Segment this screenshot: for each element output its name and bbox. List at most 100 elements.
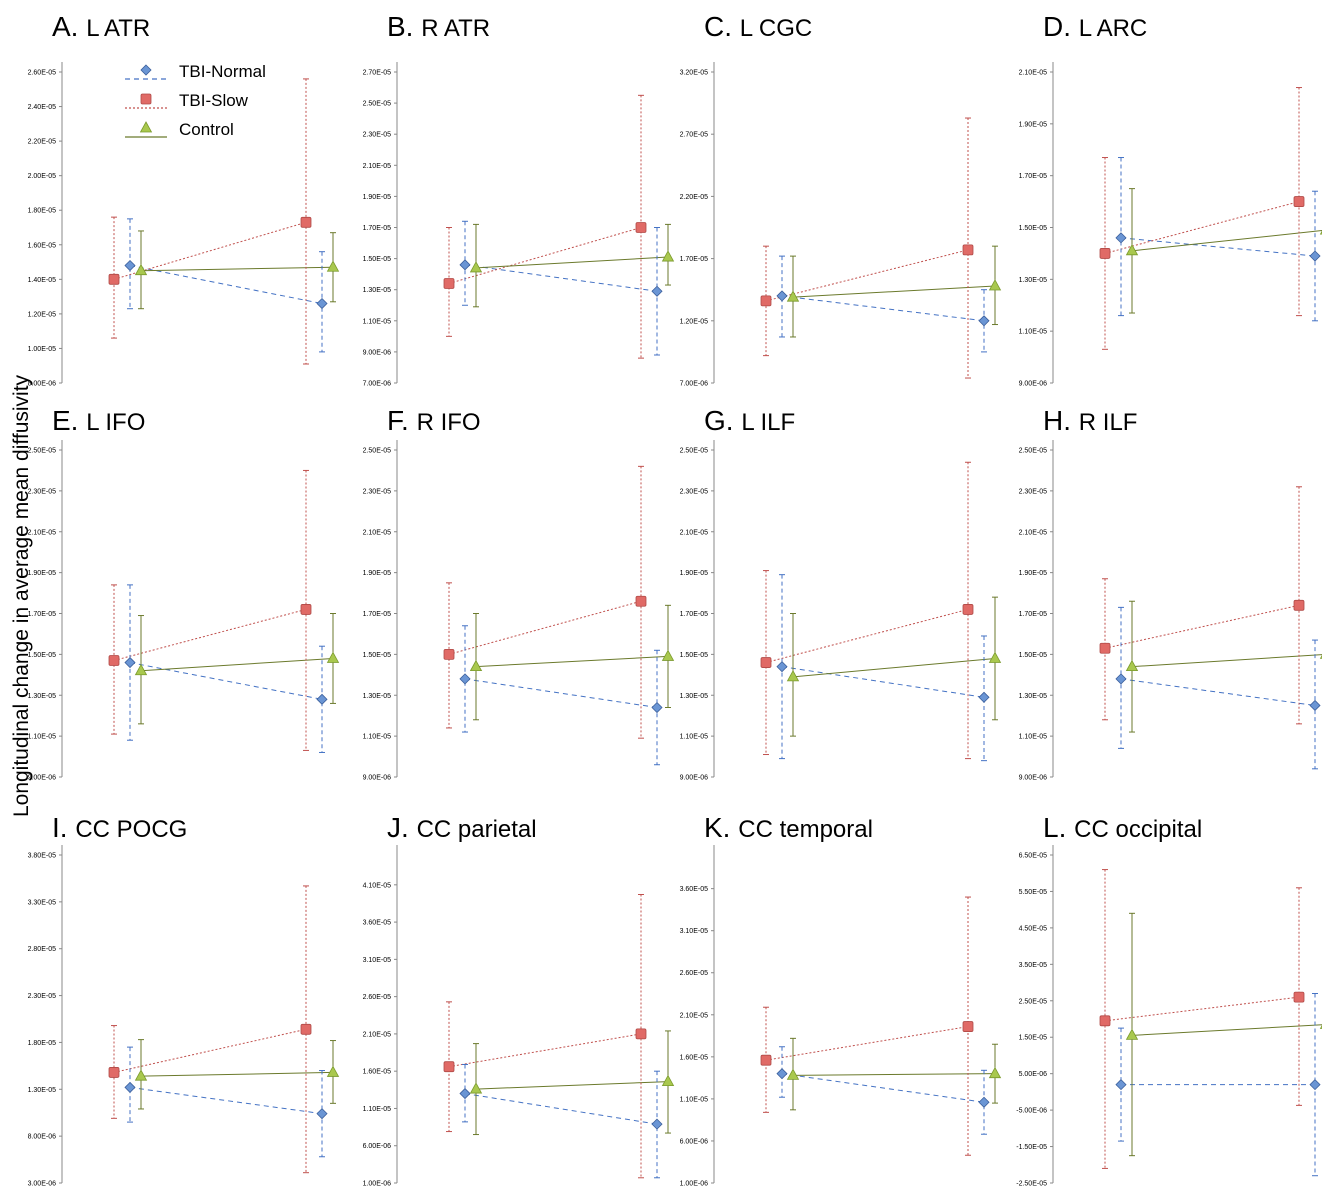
data-point-tbi-slow: [443, 1061, 455, 1073]
y-tick-label: 3.50E-05: [1019, 962, 1048, 969]
series-line-tbi-slow: [113, 1028, 307, 1073]
y-tick-label: 2.30E-05: [680, 488, 709, 495]
y-tick-label: 2.30E-05: [363, 132, 392, 139]
y-tick-label: 1.70E-05: [363, 225, 392, 232]
y-tick-label: 1.30E-05: [363, 693, 392, 700]
y-tick-label: 9.00E-06: [28, 775, 57, 782]
data-point-tbi-normal: [1115, 232, 1127, 244]
data-point-tbi-slow: [1099, 1015, 1111, 1027]
y-tick-label: 9.00E-06: [1019, 775, 1048, 782]
data-point-tbi-slow: [760, 657, 772, 668]
panel-title: A. L ATR: [52, 11, 150, 42]
panel-title-text: L CGC: [740, 15, 812, 42]
y-tick-label: 1.90E-05: [1019, 570, 1048, 577]
series-line-tbi-normal: [1120, 237, 1316, 257]
data-point-tbi-normal: [978, 691, 990, 703]
panel-b: B. R ATR 7.00E-06 9.00E-06 1.10E-05 1.30E-05…: [363, 11, 675, 388]
y-tick-label: 1.50E-05: [363, 652, 392, 659]
panel-letter: K.: [704, 812, 738, 843]
panel-title: L. CC occipital: [1043, 812, 1202, 843]
series-line-tbi-normal: [781, 1073, 985, 1103]
series-line-tbi-slow: [113, 608, 307, 661]
data-point-control: [326, 260, 340, 272]
y-tick-label: 1.10E-05: [680, 1096, 709, 1103]
y-tick-label: 1.00E-05: [28, 346, 57, 353]
panel-letter: C.: [704, 11, 740, 42]
y-tick-label: 1.50E-05: [1019, 652, 1048, 659]
legend-label: Control: [179, 120, 234, 139]
panel-g: G. L ILF 9.00E-06 1.10E-05 1.30E-05 1.50E-05…: [680, 405, 1002, 782]
series-line-control: [1131, 230, 1322, 252]
panel-a: A. L ATR 8.00E-06 1.00E-05 1.20E-05 1.40E-05…: [28, 11, 340, 388]
y-tick-label: 2.80E-05: [28, 946, 57, 953]
data-point-control: [786, 670, 800, 682]
y-tick-label: 1.60E-05: [680, 1054, 709, 1061]
panel-title-text: CC parietal: [417, 816, 537, 843]
y-tick-label: 1.50E-05: [1019, 1035, 1048, 1042]
series-line-tbi-slow: [765, 608, 969, 664]
series-line-tbi-slow: [113, 221, 307, 280]
y-tick-label: 2.60E-05: [28, 70, 57, 77]
y-tick-label: 2.30E-05: [28, 993, 57, 1000]
y-tick-label: 1.10E-05: [1019, 329, 1048, 336]
panel-e: E. L IFO 9.00E-06 1.10E-05 1.30E-05 1.50E-05…: [28, 405, 340, 782]
data-point-tbi-normal: [1115, 1079, 1127, 1091]
data-point-control: [661, 649, 675, 661]
data-point-tbi-slow: [635, 595, 647, 607]
series-line-tbi-normal: [781, 295, 985, 322]
panel-title-text: CC POCG: [75, 816, 187, 843]
data-point-tbi-normal: [978, 315, 990, 327]
series-line-control: [1131, 654, 1322, 668]
data-point-tbi-normal: [124, 656, 136, 669]
y-tick-label: 6.00E-06: [680, 1138, 709, 1145]
series-line-tbi-slow: [1104, 201, 1300, 254]
legend: TBI-Normal TBI-Slow Control: [125, 62, 266, 139]
panel-i: I. CC POCG 3.00E-06 8.00E-06 1.30E-05 1.80E-…: [28, 812, 340, 1188]
y-tick-label: 1.50E-05: [1019, 225, 1048, 232]
y-tick-label: 2.10E-05: [28, 529, 57, 536]
y-tick-label: 1.40E-05: [28, 277, 57, 284]
y-tick-label: 3.10E-05: [363, 957, 392, 964]
y-tick-label: 2.50E-05: [28, 448, 57, 455]
y-tick-label: 8.00E-06: [28, 381, 57, 388]
data-point-tbi-slow: [635, 222, 647, 233]
y-tick-label: 1.10E-05: [363, 318, 392, 325]
panel-title: C. L CGC: [704, 11, 812, 42]
data-point-tbi-normal: [776, 1068, 788, 1080]
legend-label: TBI-Slow: [179, 91, 249, 110]
panel-title: B. R ATR: [387, 11, 490, 42]
y-tick-label: 9.00E-06: [680, 775, 709, 782]
panel-title: H. R ILF: [1043, 405, 1137, 436]
data-point-control: [1125, 659, 1139, 672]
y-tick-label: 1.90E-05: [1019, 121, 1048, 128]
y-tick-label: -5.00E-06: [1016, 1108, 1047, 1115]
y-tick-label: 2.60E-05: [680, 970, 709, 977]
data-point-control: [469, 1082, 483, 1094]
series-line-tbi-normal: [1120, 678, 1316, 706]
y-tick-label: 3.80E-05: [28, 853, 57, 860]
y-tick-label: 1.00E-06: [363, 1181, 392, 1188]
data-point-control: [786, 290, 800, 302]
y-tick-label: 1.70E-05: [363, 611, 392, 618]
panel-letter: F.: [387, 405, 417, 436]
y-tick-label: 2.00E-05: [28, 173, 57, 180]
data-point-tbi-slow: [1293, 196, 1305, 207]
data-point-tbi-normal: [1309, 699, 1321, 712]
y-tick-label: 2.60E-05: [363, 994, 392, 1001]
data-point-tbi-slow: [635, 1028, 647, 1040]
panel-l: L. CC occipital -2.50E-05 -1.50E-05 -5.00E-…: [1016, 812, 1322, 1188]
panel-letter: G.: [704, 405, 741, 436]
y-tick-label: 1.30E-05: [1019, 277, 1048, 284]
y-tick-label: 1.10E-05: [28, 734, 57, 741]
y-tick-label: 2.20E-05: [680, 194, 709, 201]
panel-title-text: R IFO: [417, 409, 481, 436]
y-tick-label: 2.30E-05: [28, 488, 57, 495]
y-tick-label: 9.00E-06: [1019, 381, 1048, 388]
y-tick-label: 3.10E-05: [680, 928, 709, 935]
y-tick-label: 3.30E-05: [28, 899, 57, 906]
y-tick-label: 1.80E-05: [28, 1040, 57, 1047]
y-tick-label: 1.10E-05: [363, 734, 392, 741]
series-line-control: [1131, 1024, 1322, 1036]
series-line-tbi-slow: [1104, 604, 1300, 649]
